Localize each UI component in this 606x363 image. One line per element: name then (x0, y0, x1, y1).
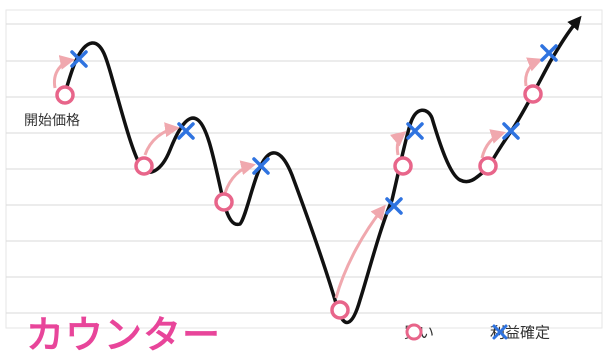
buy-markers (55, 84, 543, 320)
trade-arrow (143, 122, 180, 156)
profit-cross-icon (385, 197, 403, 215)
profit-cross-icon (406, 122, 424, 140)
profit-cross-icon (252, 157, 270, 175)
buy-circle-icon (393, 156, 413, 176)
profit-markers (70, 44, 558, 215)
legend-buy: 買い (404, 322, 434, 343)
trade-arrows (52, 55, 543, 299)
strategy-caption: カウンター (26, 313, 222, 357)
profit-cross-icon (502, 122, 520, 140)
start-price-label: 開始価格 (24, 113, 80, 129)
cross-icon (492, 324, 508, 340)
trade-arrow (52, 55, 75, 89)
profit-cross-icon (540, 44, 558, 62)
profit-cross-icon (177, 122, 195, 140)
trade-arrow (334, 204, 386, 299)
trade-arrow (480, 129, 506, 159)
trade-arrow (223, 160, 256, 194)
chart-frame (5, 9, 603, 329)
buy-circle-icon (330, 300, 350, 320)
trade-arrow (524, 57, 543, 87)
circle-icon (405, 323, 423, 341)
trade-arrow (389, 131, 407, 156)
buy-circle-icon (55, 85, 75, 105)
buy-circle-icon (214, 192, 234, 212)
buy-circle-icon (478, 156, 498, 176)
buy-circle-icon (134, 156, 154, 176)
buy-circle-icon (523, 84, 543, 104)
legend-profit: 利益確定 (490, 322, 550, 343)
profit-cross-icon (70, 50, 88, 68)
